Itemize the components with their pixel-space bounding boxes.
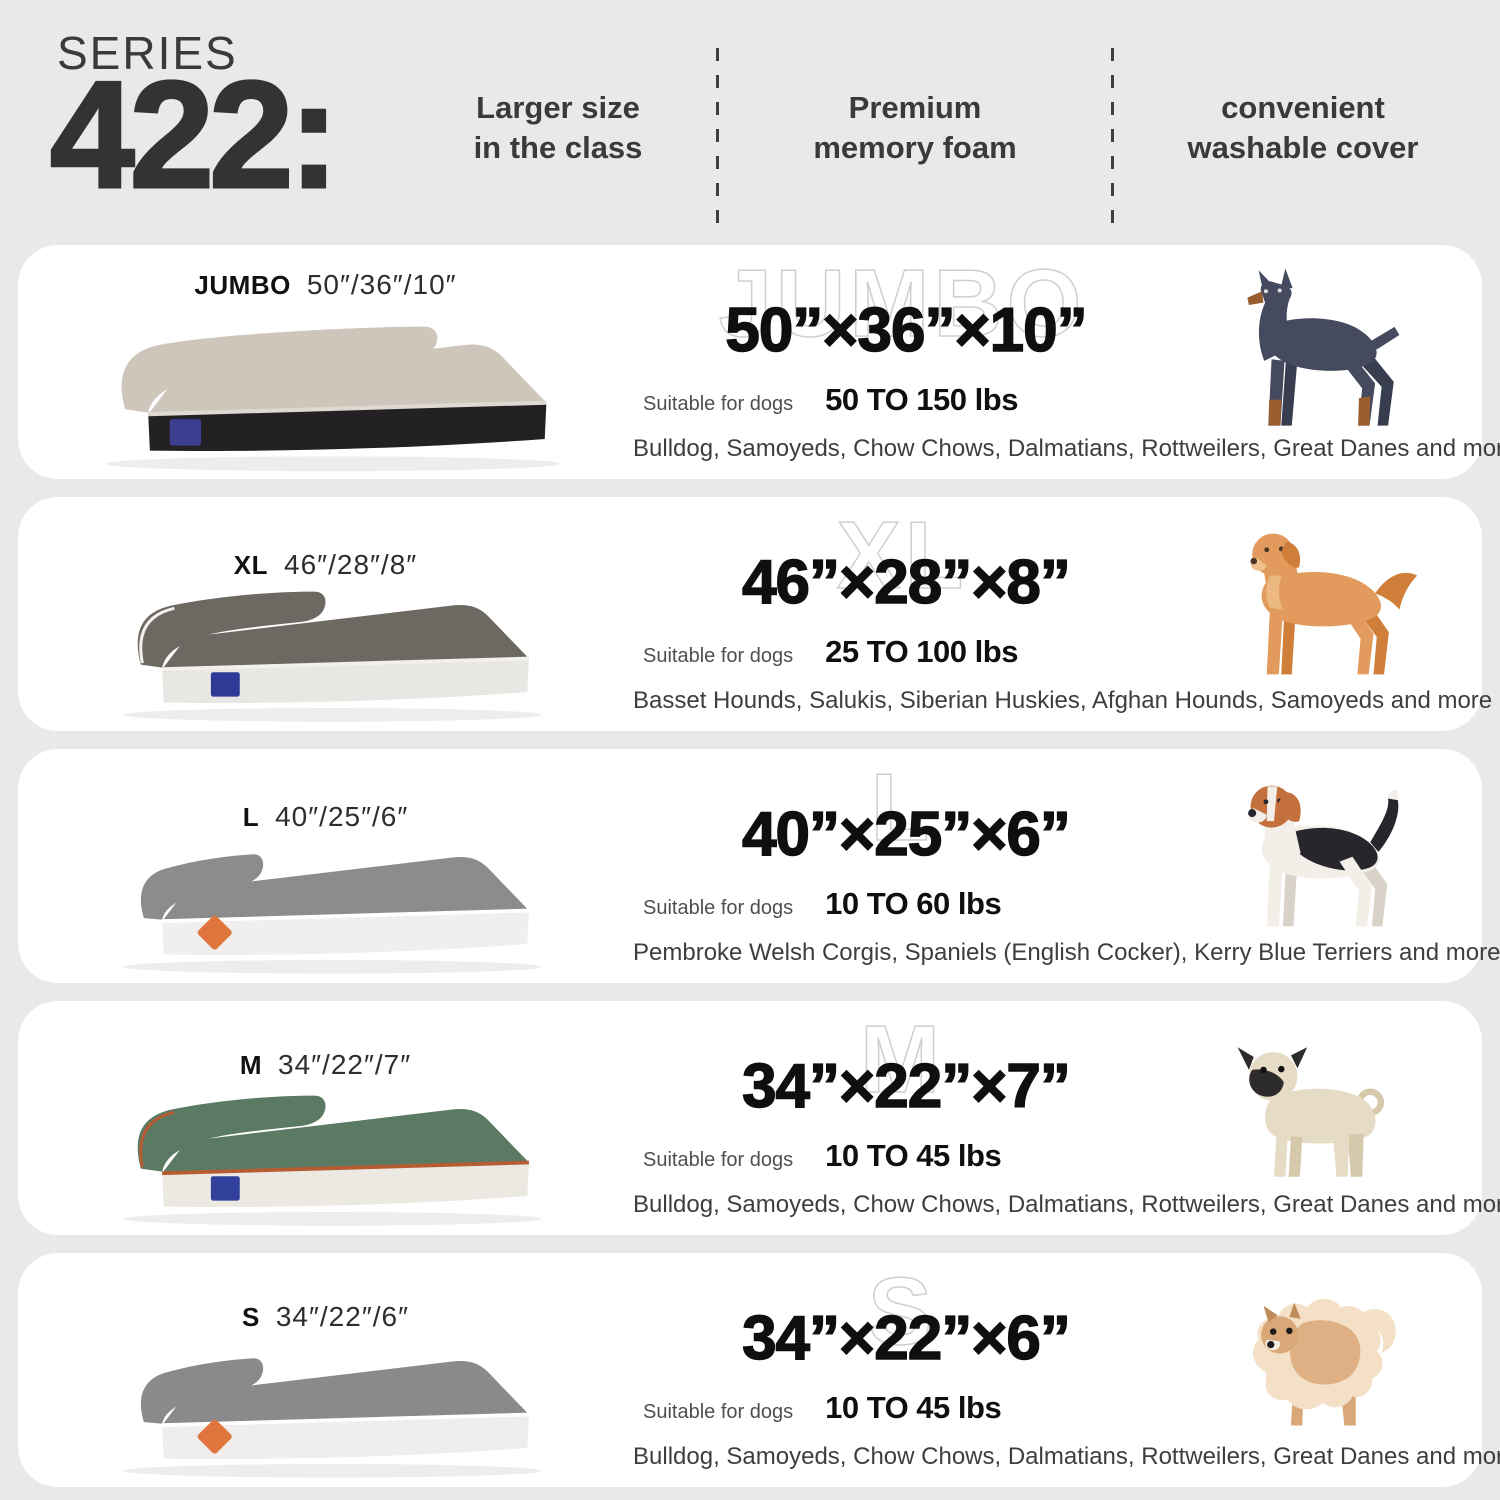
jumbo-bed-photo-illustration — [106, 326, 561, 472]
suitable-label: Suitable for dogs — [643, 645, 794, 667]
breed-list: Bulldog, Samoyeds, Chow Chows, Dalmatian… — [633, 1191, 1500, 1218]
brand-tag — [210, 672, 240, 697]
size-card-m: M 34″/22″/7″ M 34”×22”×7” Suitable for do… — [18, 1001, 1500, 1235]
brand-tag — [169, 419, 202, 446]
weight-range: 25 TO 100 lbs — [825, 634, 1018, 669]
feature-line: washable cover — [1187, 129, 1419, 165]
bed-column: JUMBO 50″/36″/10″ — [18, 245, 633, 479]
size-watermark: JUMBO — [718, 249, 1086, 358]
feature-line: convenient — [1221, 90, 1385, 125]
content-column: JUMBO 50”×36”×10” Suitable for dogs 50 T… — [633, 245, 1500, 479]
feature-line: memory foam — [813, 129, 1017, 165]
size-watermark: XL — [836, 501, 968, 610]
dimensions-text: 46”×28”×8” — [741, 547, 1071, 618]
weight-range: 10 TO 45 lbs — [825, 1138, 1002, 1173]
size-card-s: S 34″/22″/6″ S 34”×22”×6” Suitable for do… — [18, 1253, 1500, 1487]
suitable-label: Suitable for dogs — [643, 1401, 794, 1423]
size-watermark: L — [870, 753, 934, 862]
dashed-divider — [716, 48, 719, 233]
xl-bed-photo-illustration — [123, 591, 542, 722]
feature-line: Larger size — [476, 90, 640, 125]
breed-list: Bulldog, Samoyeds, Chow Chows, Dalmatian… — [633, 1443, 1500, 1470]
dimensions-text: 34”×22”×7” — [741, 1051, 1071, 1122]
header: SERIES 422: Larger size in the class Pre… — [0, 0, 1500, 245]
l-bed-photo-illustration — [123, 854, 542, 974]
series-label: SERIES — [57, 27, 238, 79]
size-dims: 40″/25″/6″ — [275, 801, 409, 832]
dashed-divider — [1111, 48, 1114, 233]
size-code: JUMBO — [194, 270, 291, 300]
feature-larger-size: Larger size in the class — [408, 88, 708, 167]
brand-tag — [197, 915, 232, 950]
dimensions-text: 40”×25”×6” — [741, 799, 1071, 870]
dimensions-text: 34”×22”×6” — [741, 1303, 1071, 1374]
bed-column: M 34″/22″/7″ — [18, 1001, 633, 1235]
dimensions-text: 50”×36”×10” — [725, 295, 1089, 366]
feature-memory-foam: Premium memory foam — [725, 88, 1105, 167]
size-dims: 50″/36″/10″ — [306, 269, 457, 300]
content-column: S 34”×22”×6” Suitable for dogs 10 TO 45 … — [633, 1253, 1500, 1487]
m-bed-photo-illustration — [123, 1095, 542, 1226]
bed-column: L 40″/25″/6″ — [18, 749, 633, 983]
bed-size-label: L 40″/25″/6″ — [18, 801, 633, 833]
bed-size-label: M 34″/22″/7″ — [18, 1049, 633, 1081]
size-watermark: S — [867, 1257, 937, 1366]
size-dims: 46″/28″/8″ — [284, 549, 418, 580]
doberman-dog-illustration — [1247, 268, 1400, 426]
bed-column: S 34″/22″/6″ — [18, 1253, 633, 1487]
bed-size-label: XL 46″/28″/8″ — [18, 549, 633, 581]
size-code: L — [242, 802, 260, 832]
weight-range: 50 TO 150 lbs — [825, 382, 1018, 417]
weight-range: 10 TO 45 lbs — [825, 1390, 1002, 1425]
weight-range: 10 TO 60 lbs — [825, 886, 1002, 921]
size-card-xl: XL 46″/28″/8″ XL 46”×28”×8” Suitable for … — [18, 497, 1492, 731]
size-code: S — [242, 1302, 260, 1332]
size-code: XL — [233, 550, 269, 580]
size-code: M — [239, 1050, 262, 1080]
breed-list: Pembroke Welsh Corgis, Spaniels (English… — [633, 939, 1500, 966]
brand-tag — [210, 1176, 240, 1201]
breed-list: Bulldog, Samoyeds, Chow Chows, Dalmatian… — [633, 435, 1500, 462]
pug-dog-illustration — [1237, 1047, 1385, 1177]
content-column: XL 46”×28”×8” Suitable for dogs 25 TO 10… — [633, 497, 1492, 731]
suitable-label: Suitable for dogs — [643, 897, 794, 919]
size-card-l: L 40″/25″/6″ L 40”×25”×6” Suitable for do… — [18, 749, 1500, 983]
feature-line: Premium — [848, 90, 982, 125]
golden-retriever-dog-illustration — [1250, 533, 1418, 675]
pomeranian-dog-illustration — [1253, 1298, 1396, 1426]
bed-column: XL 46″/28″/8″ — [18, 497, 633, 731]
beagle-dog-illustration — [1248, 785, 1399, 927]
s-bed-photo-illustration — [123, 1358, 542, 1478]
bed-size-label: JUMBO 50″/36″/10″ — [18, 269, 633, 301]
size-dims: 34″/22″/6″ — [275, 1301, 409, 1332]
series-number: 422: — [48, 49, 340, 222]
size-watermark: M — [859, 1005, 944, 1114]
content-column: M 34”×22”×7” Suitable for dogs 10 TO 45 … — [633, 1001, 1500, 1235]
suitable-label: Suitable for dogs — [643, 393, 794, 415]
breed-list: Basset Hounds, Salukis, Siberian Huskies… — [633, 687, 1493, 714]
bed-size-label: S 34″/22″/6″ — [18, 1301, 633, 1333]
size-card-jumbo: JUMBO 50″/36″/10″ JUMBO 50”×36”×10” Suita… — [18, 245, 1500, 479]
brand-tag — [197, 1419, 232, 1454]
suitable-label: Suitable for dogs — [643, 1149, 794, 1171]
feature-line: in the class — [473, 129, 643, 165]
size-dims: 34″/22″/7″ — [278, 1049, 412, 1080]
content-column: L 40”×25”×6” Suitable for dogs 10 TO 60 … — [633, 749, 1500, 983]
feature-washable-cover: convenient washable cover — [1118, 88, 1488, 167]
